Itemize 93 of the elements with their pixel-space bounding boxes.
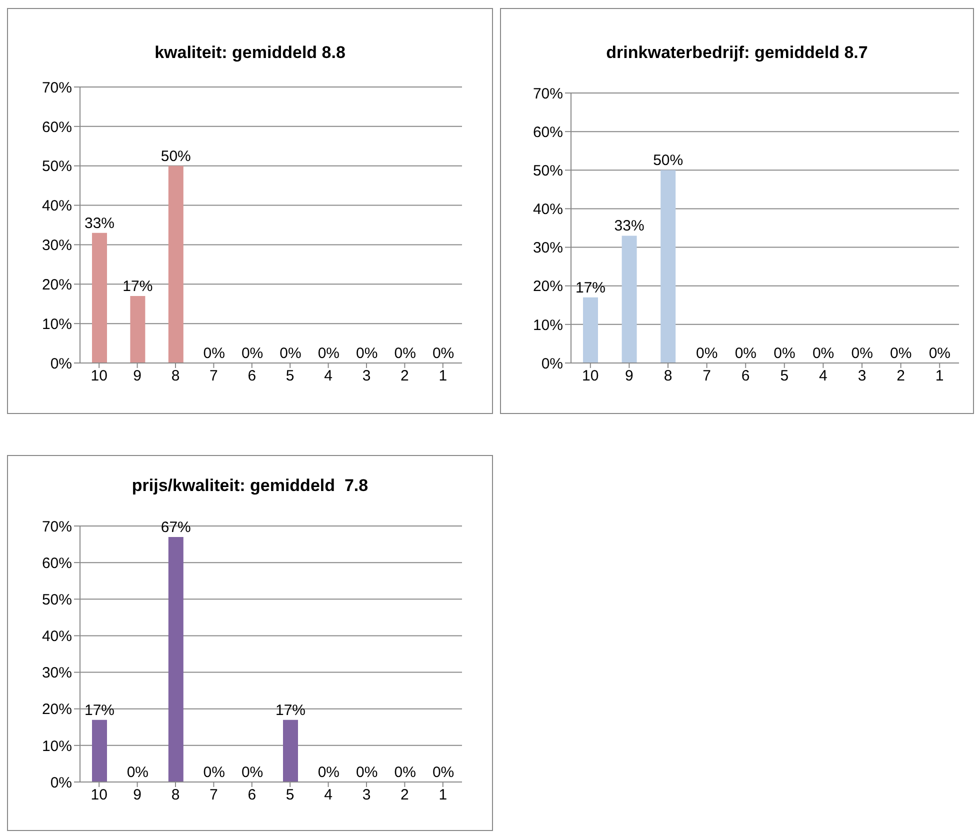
data-label: 0% [356, 344, 378, 362]
x-tick-label: 8 [171, 786, 180, 804]
x-tick-label: 9 [133, 786, 142, 804]
data-label: 0% [394, 764, 416, 781]
x-tick-label: 7 [210, 368, 218, 385]
data-label: 0% [774, 344, 796, 362]
y-tick-label: 10% [42, 316, 72, 333]
y-tick-label: 10% [532, 316, 563, 334]
x-tick-label: 6 [248, 786, 256, 804]
data-label: 33% [614, 218, 644, 235]
x-tick-label: 5 [286, 786, 294, 804]
data-label: 0% [241, 344, 264, 362]
y-tick-label: 60% [42, 554, 72, 572]
data-label: 17% [275, 702, 306, 719]
x-tick-label: 5 [286, 368, 294, 385]
data-label: 50% [653, 152, 684, 170]
bar [130, 296, 146, 363]
data-label: 0% [241, 764, 264, 781]
y-tick-label: 30% [42, 664, 72, 682]
data-label: 50% [160, 148, 191, 165]
y-tick-label: 0% [50, 774, 72, 792]
y-tick-label: 60% [532, 124, 563, 141]
x-tick-label: 3 [362, 368, 371, 385]
y-tick-label: 70% [532, 85, 563, 102]
x-tick-label: 8 [171, 368, 180, 385]
y-tick-label: 50% [42, 591, 72, 608]
chart-title: kwaliteit: gemiddeld 8.8 [154, 42, 346, 63]
bar [92, 232, 107, 363]
x-tick-label: 2 [896, 368, 905, 385]
x-tick-label: 2 [400, 368, 409, 385]
x-tick-label: 9 [133, 368, 142, 385]
x-tick-label: 6 [741, 368, 750, 385]
x-tick-label: 3 [858, 368, 866, 385]
data-label: 17% [122, 278, 153, 295]
x-tick-label: 7 [210, 786, 218, 804]
x-tick-label: 1 [438, 368, 448, 385]
x-tick-label: 4 [324, 368, 332, 385]
x-tick-label: 6 [248, 368, 256, 385]
x-tick-label: 10 [582, 368, 599, 385]
x-tick-label: 10 [90, 368, 108, 385]
x-tick-label: 4 [819, 368, 828, 385]
data-label: 0% [203, 764, 225, 781]
data-label: 0% [432, 764, 454, 781]
data-label: 0% [394, 344, 416, 362]
y-tick-label: 30% [42, 237, 72, 254]
x-tick-label: 8 [664, 368, 672, 385]
x-tick-label: 5 [780, 368, 789, 385]
y-tick-label: 50% [42, 158, 72, 176]
data-label: 0% [432, 344, 454, 362]
y-tick-label: 50% [532, 162, 563, 180]
y-tick-label: 0% [541, 355, 563, 372]
bar [660, 170, 676, 363]
y-tick-label: 70% [42, 518, 72, 536]
data-label: 0% [851, 344, 873, 362]
x-tick-label: 10 [90, 786, 108, 804]
x-tick-label: 2 [400, 786, 409, 804]
y-tick-label: 40% [532, 201, 563, 218]
data-label: 0% [126, 764, 149, 781]
data-label: 0% [318, 344, 340, 362]
x-tick-label: 9 [625, 368, 634, 385]
data-label: 0% [203, 344, 225, 362]
y-tick-label: 20% [532, 278, 563, 296]
x-tick-label: 3 [362, 786, 371, 804]
data-label: 17% [84, 702, 115, 719]
chart-title: drinkwaterbedrijf: gemiddeld 8.7 [605, 42, 869, 63]
data-label: 0% [734, 344, 757, 362]
y-tick-label: 40% [42, 628, 72, 646]
data-label: 0% [280, 344, 302, 362]
y-tick-label: 40% [42, 198, 72, 215]
y-tick-label: 20% [42, 276, 72, 294]
y-tick-label: 70% [42, 79, 72, 96]
bar [622, 236, 637, 363]
y-tick-label: 0% [50, 355, 72, 372]
y-tick-label: 10% [42, 738, 72, 755]
data-label: 0% [696, 344, 718, 362]
data-label: 67% [160, 518, 191, 536]
x-tick-label: 1 [438, 786, 448, 804]
bar [168, 166, 184, 363]
data-label: 17% [575, 279, 606, 296]
data-label: 0% [356, 764, 378, 781]
data-label: 0% [928, 344, 951, 362]
data-label: 0% [812, 344, 834, 362]
bar [583, 297, 598, 363]
y-tick-label: 60% [42, 118, 72, 136]
chart-title: prijs/kwaliteit: gemiddeld 7.8 [130, 475, 370, 496]
y-tick-label: 30% [532, 240, 563, 257]
data-label: 33% [84, 214, 115, 232]
x-tick-label: 4 [324, 786, 332, 804]
y-tick-label: 20% [42, 701, 72, 718]
data-label: 0% [318, 764, 340, 781]
data-label: 0% [890, 344, 912, 362]
x-tick-label: 7 [702, 368, 711, 385]
x-tick-label: 1 [935, 368, 944, 385]
